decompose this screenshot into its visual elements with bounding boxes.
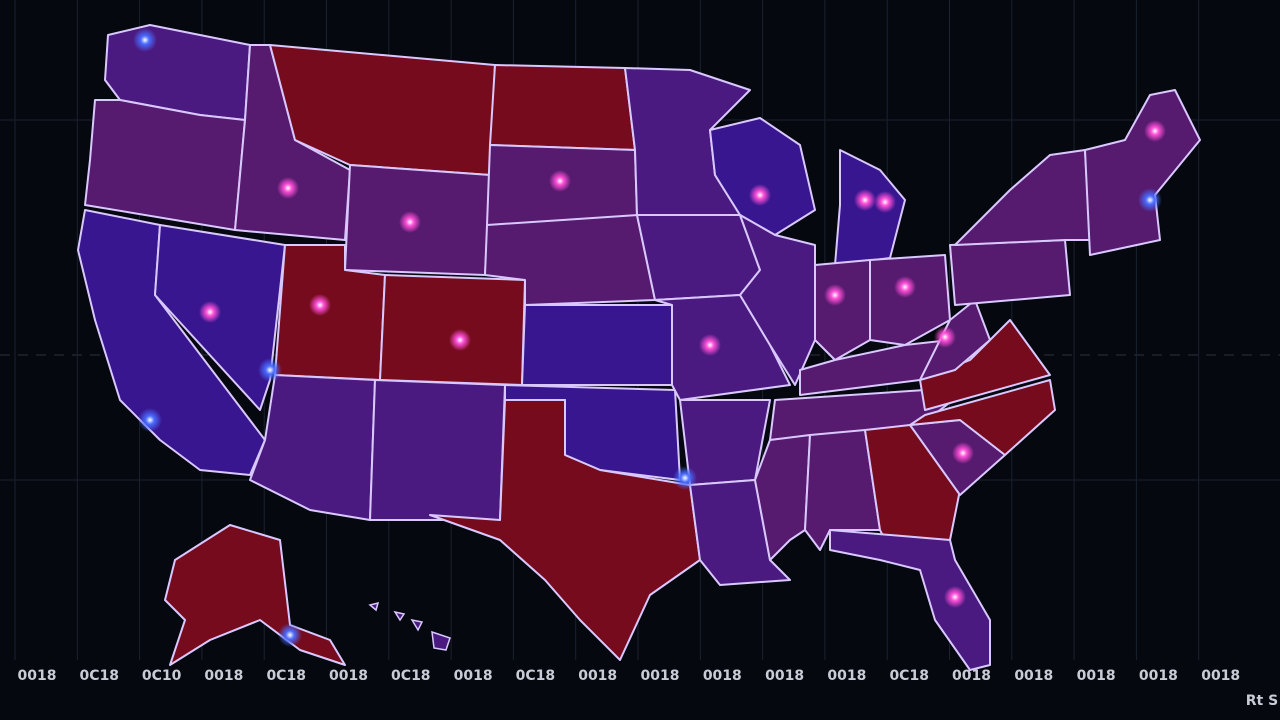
state [429,399,701,661]
axis-label: 0018 [329,668,368,684]
axis-label: 0018 [578,668,617,684]
axis-label: 0018 [952,668,991,684]
markers [133,28,1166,647]
axis-label: 0018 [18,668,57,684]
axis-label: 0018 [454,668,493,684]
state [154,224,286,411]
state [369,379,506,521]
state [1084,89,1201,256]
corner-label: Rt S [1246,693,1278,709]
axis-label: 0C18 [266,668,306,684]
axis-label: 0C18 [80,668,120,684]
state [379,274,526,386]
axis-label: 0018 [703,668,742,684]
axis-label: 0C10 [142,668,182,684]
islands [368,601,451,651]
axis-label: 0018 [1139,668,1178,684]
axis-label: 0018 [1201,668,1240,684]
states [77,24,1201,671]
axis-label: 0C18 [516,668,556,684]
axis-label: 0018 [1014,668,1053,684]
axis-labels: 0018 0C18 0C10 0018 0C18 0018 0C18 0018 0C18 0018… [18,668,1241,684]
state [869,254,951,346]
axis-label: 0018 [641,668,680,684]
state [829,529,991,671]
axis-label: 0C18 [391,668,431,684]
axis-label: 0C18 [889,668,929,684]
state [909,379,1056,456]
state [814,259,871,361]
axis-label: 0018 [204,668,243,684]
state [709,117,816,236]
state [949,239,1071,306]
axis-label: 0018 [765,668,804,684]
axis-label: 0018 [1077,668,1116,684]
state [489,64,636,151]
axis-label: 0018 [827,668,866,684]
state [636,214,761,301]
state [521,304,673,386]
